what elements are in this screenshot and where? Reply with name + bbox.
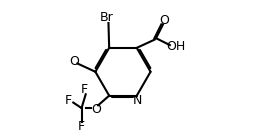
Text: O: O <box>70 55 80 68</box>
Text: N: N <box>133 94 142 107</box>
Text: O: O <box>159 14 169 27</box>
Text: F: F <box>65 94 72 107</box>
Text: OH: OH <box>166 40 185 53</box>
Text: F: F <box>81 83 88 96</box>
Text: O: O <box>91 103 101 116</box>
Text: F: F <box>77 120 84 133</box>
Text: Br: Br <box>99 11 113 24</box>
